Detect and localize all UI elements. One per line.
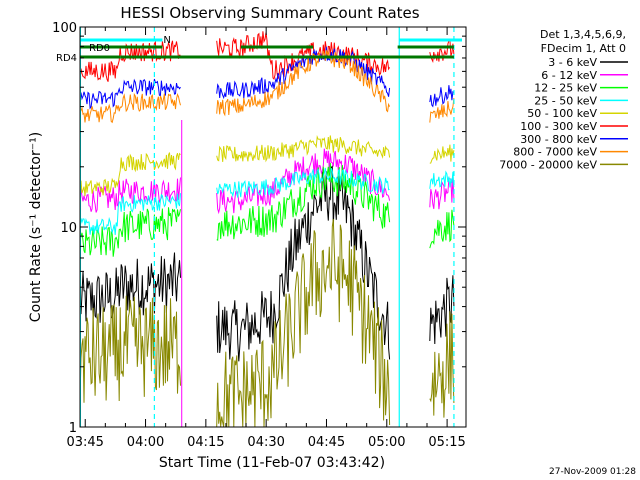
x-tick-label: 05:15 [428, 435, 465, 450]
timestamp: 27-Nov-2009 01:28 [549, 467, 636, 477]
y-axis-ticks: 1 10 100 [52, 21, 466, 436]
legend-label: 3 - 6 keV [548, 56, 597, 69]
legend-label: 7000 - 20000 keV [499, 158, 597, 171]
series-line-50-100-kev [79, 134, 455, 197]
legend-header: FDecim 1, Att 0 [541, 42, 626, 55]
rd4-label: RD4 [56, 53, 77, 64]
x-tick-label: 03:45 [66, 435, 103, 450]
y-tick-label: 1 [69, 421, 77, 436]
series-line-7000-20000-kev [79, 219, 455, 428]
rd0-label: RD0 [89, 43, 110, 54]
x-axis-label: Start Time (11-Feb-07 03:43:42) [159, 455, 385, 471]
x-tick-label: 04:30 [247, 435, 284, 450]
y-tick-label: 10 [60, 221, 77, 236]
legend-label: 25 - 50 keV [534, 94, 597, 107]
x-tick-label: 04:00 [127, 435, 164, 450]
legend-label: 100 - 300 keV [520, 120, 597, 133]
x-tick-label: 04:45 [308, 435, 345, 450]
chart-title: HESSI Observing Summary Count Rates [120, 4, 419, 22]
x-axis-ticks: 03:45 04:00 04:15 04:30 04:45 05:00 05:15 [66, 27, 466, 450]
legend-header: Det 1,3,4,5,6,9, [540, 28, 626, 41]
y-tick-label: 100 [52, 21, 77, 36]
x-tick-label: 04:15 [187, 435, 224, 450]
legend-label: 300 - 800 keV [520, 133, 597, 146]
x-tick-label: 05:00 [368, 435, 405, 450]
legend: Det 1,3,4,5,6,9,FDecim 1, Att 03 - 6 keV… [499, 28, 628, 171]
legend-label: 6 - 12 keV [541, 69, 597, 82]
legend-label: 50 - 100 keV [527, 107, 597, 120]
series-layer [79, 31, 455, 428]
series-line-800-7000-kev [79, 49, 455, 124]
n-flag-label: N [163, 35, 170, 46]
legend-label: 800 - 7000 keV [513, 146, 597, 159]
y-axis-label: Count Rate (s⁻¹ detector⁻¹) [28, 132, 44, 322]
legend-label: 12 - 25 keV [534, 82, 597, 95]
series-line-25-50-kev [79, 167, 455, 235]
